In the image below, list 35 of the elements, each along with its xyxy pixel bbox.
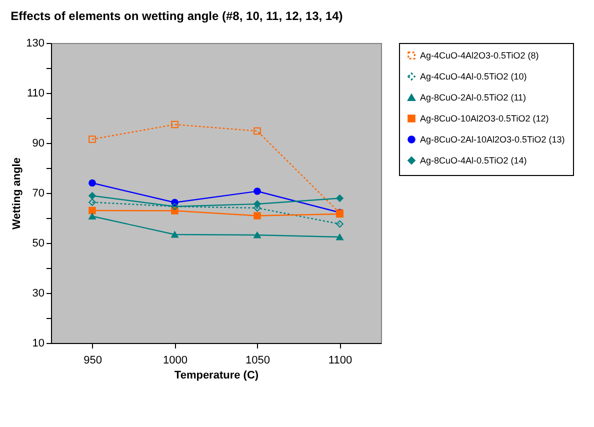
y-tick-label: 130 [26, 38, 44, 50]
y-tick-label: 50 [32, 238, 44, 250]
point [336, 234, 344, 240]
legend-label: Ag-8CuO-10Al2O3-0.5TiO2 (12) [420, 114, 549, 124]
legend-label: Ag-8CuO-4Al-0.5TiO2 (14) [420, 156, 527, 166]
y-tick-label: 90 [32, 138, 44, 150]
x-tick-label: 1100 [328, 354, 352, 366]
point [254, 232, 261, 238]
y-tick-label: 30 [32, 288, 44, 300]
point [336, 194, 344, 202]
legend-label: Ag-4CuO-4Al-0.5TiO2 (10) [420, 72, 527, 82]
legend-label: Ag-8CuO-2Al-10Al2O3-0.5TiO2 (13) [420, 134, 565, 144]
point [254, 188, 261, 195]
point [336, 220, 344, 228]
point [88, 206, 96, 214]
point [88, 192, 96, 200]
point [254, 212, 261, 220]
x-tick-label: 1050 [246, 354, 270, 366]
x-tick-label: 950 [84, 354, 102, 366]
legend-label: Ag-4CuO-4Al2O3-0.5TiO2 (8) [420, 50, 539, 60]
point [171, 120, 178, 128]
point [88, 213, 96, 220]
y-tick-label: 70 [32, 188, 44, 200]
point [88, 136, 96, 143]
chart-title: Effects of elements on wetting angle (#8, 10, 11, 12, 13, 14) [10, 9, 343, 23]
y-axis-title: Wetting angle [11, 158, 24, 230]
legend-label: Ag-8CuO-2Al-0.5TiO2 (11) [420, 92, 526, 102]
x-tick-label: 1000 [163, 354, 188, 366]
point [88, 179, 96, 187]
x-axis-title: Temperature (C) [174, 370, 259, 382]
y-tick-label: 110 [26, 88, 44, 100]
y-tick-label: 10 [32, 338, 44, 350]
point [88, 198, 96, 206]
point [254, 127, 261, 135]
point [171, 231, 178, 238]
